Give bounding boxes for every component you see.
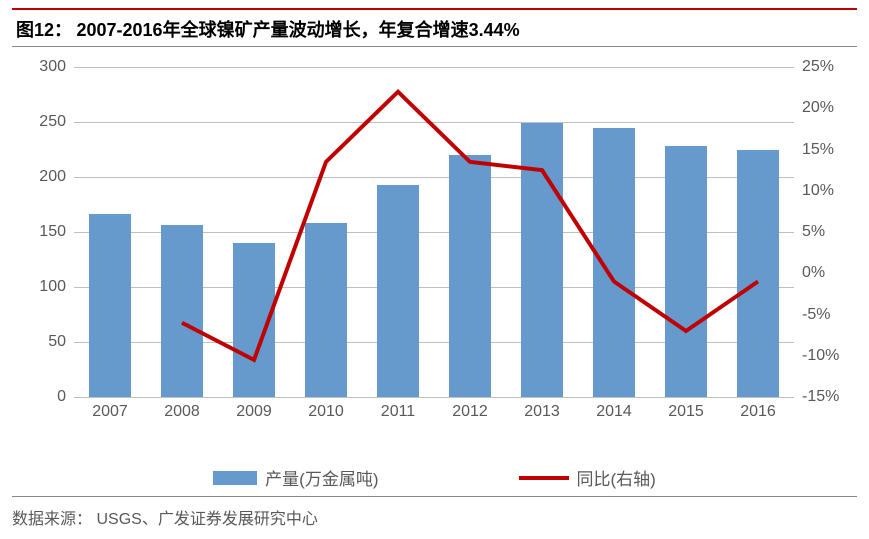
y-left-tick-label: 100 (12, 278, 66, 296)
legend-item-line: 同比(右轴) (519, 465, 656, 490)
plot-area (74, 67, 794, 397)
y-right-tick-label: 15% (802, 141, 834, 159)
y-right-tick-label: 20% (802, 99, 834, 117)
legend-bar-label: 产量(万金属吨) (265, 465, 378, 490)
line-series (74, 67, 794, 397)
x-tick-label: 2009 (236, 403, 272, 421)
y-right-tick-label: -5% (802, 306, 830, 324)
legend-item-bar: 产量(万金属吨) (213, 465, 378, 490)
figure-number: 图12： (16, 20, 72, 40)
x-tick-label: 2016 (740, 403, 776, 421)
chart-area: 0 50 100 150 200 250 300 -15% -10% -5% 0% 5% 10% 15% 2… (12, 57, 857, 457)
y-right-tick-label: 0% (802, 264, 825, 282)
y-left-tick-label: 50 (12, 333, 66, 351)
x-tick-label: 2010 (308, 403, 344, 421)
y-left-tick-label: 0 (12, 388, 66, 406)
x-tick-label: 2013 (524, 403, 560, 421)
x-tick-label: 2011 (381, 403, 415, 421)
x-tick-label: 2012 (452, 403, 488, 421)
x-tick-label: 2014 (596, 403, 632, 421)
y-right-tick-label: 25% (802, 58, 834, 76)
legend: 产量(万金属吨) 同比(右轴) (12, 459, 857, 496)
y-right-tick-label: 10% (802, 182, 834, 200)
chart-title: 2007-2016年全球镍矿产量波动增长，年复合增速3.44% (76, 20, 519, 40)
y-left-tick-label: 300 (12, 58, 66, 76)
legend-line-label: 同比(右轴) (577, 465, 656, 490)
y-left-tick-label: 250 (12, 113, 66, 131)
x-tick-label: 2015 (668, 403, 704, 421)
y-right-tick-label: -15% (802, 388, 839, 406)
title-bar: 图12： 2007-2016年全球镍矿产量波动增长，年复合增速3.44% (12, 8, 857, 47)
y-right-tick-label: -10% (802, 347, 839, 365)
legend-swatch-line (519, 476, 569, 480)
legend-swatch-bar (213, 471, 257, 485)
figure-container: 图12： 2007-2016年全球镍矿产量波动增长，年复合增速3.44% 0 50… (0, 0, 869, 539)
gridline (74, 397, 794, 398)
source-row: 数据来源： USGS、广发证券发展研究中心 (12, 496, 857, 529)
x-tick-label: 2007 (92, 403, 128, 421)
y-left-tick-label: 200 (12, 168, 66, 186)
y-right-tick-label: 5% (802, 223, 825, 241)
x-tick-label: 2008 (164, 403, 200, 421)
y-left-tick-label: 150 (12, 223, 66, 241)
